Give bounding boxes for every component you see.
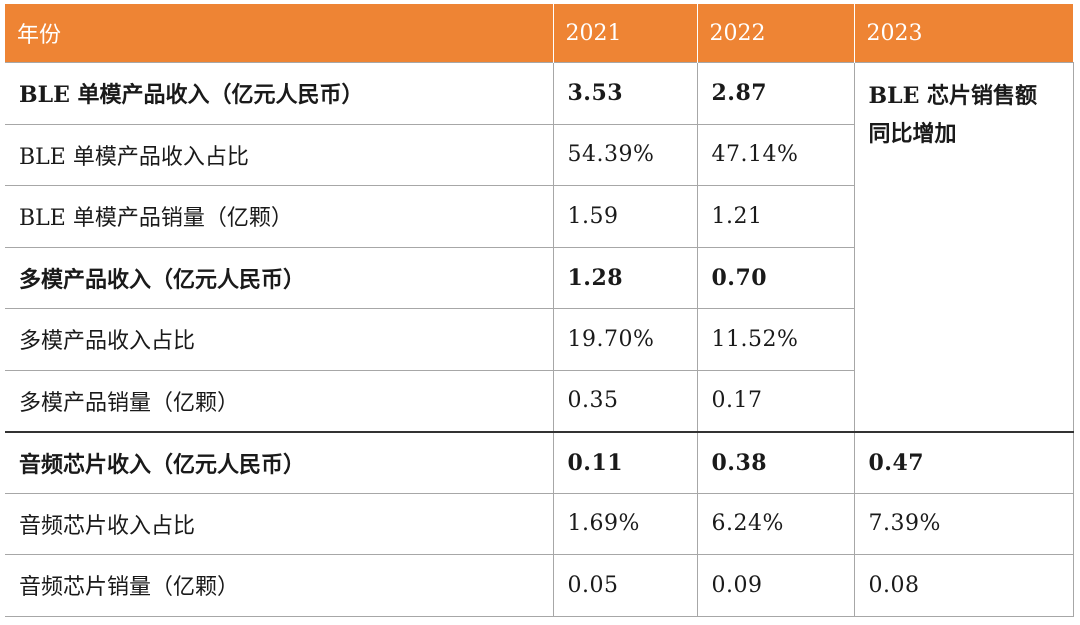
header-2021: 2021 [553,4,698,63]
value-2021: 54.39% [553,124,698,186]
value-2022: 0.38 [697,430,855,494]
value-2022: 1.21 [697,185,855,248]
row-label: 音频芯片收入占比 [5,493,554,555]
header-row: 年份 2021 2022 2023 [5,4,1073,63]
table-row: BLE 单模产品收入（亿元人民币） 3.53 2.87 BLE 芯片销售额同比增… [5,62,1074,432]
row-label: 音频芯片销量（亿颗） [5,554,554,617]
row-label: BLE 单模产品销量（亿颗） [5,185,554,248]
table-row: 音频芯片收入（亿元人民币） 0.11 0.38 0.47 [5,430,1074,494]
table-body: BLE 单模产品收入（亿元人民币） 3.53 2.87 BLE 芯片销售额同比增… [5,62,1074,617]
value-2021: 1.28 [553,247,698,309]
row-label: 多模产品收入（亿元人民币） [5,247,554,309]
value-2021: 0.35 [553,370,698,432]
table-header: 年份 2021 2022 2023 [5,4,1073,63]
header-year-label: 年份 [5,4,554,63]
value-2023: 0.08 [854,554,1074,617]
table-row: 音频芯片销量（亿颗） 0.05 0.09 0.08 [5,554,1074,617]
value-2021: 19.70% [553,308,698,371]
header-2023: 2023 [854,4,1073,63]
value-2022: 0.17 [697,370,855,432]
value-2021: 0.11 [553,430,698,494]
value-2022: 0.09 [697,554,855,617]
table-row: 音频芯片收入占比 1.69% 6.24% 7.39% [5,493,1074,555]
value-2022: 11.52% [697,308,855,371]
row-label: BLE 单模产品收入占比 [5,124,554,186]
value-2022: 0.70 [697,247,855,309]
value-2021: 0.05 [553,554,698,617]
row-label: 音频芯片收入（亿元人民币） [5,430,554,494]
data-table: 年份 2021 2022 2023 BLE 单模产品收入（亿元人民币） 3.53… [5,4,1074,617]
value-2021: 3.53 [553,62,698,125]
value-2021: 1.59 [553,185,698,248]
table-row: 多模产品销量（亿颗） 0.35 0.17 [5,370,1073,432]
header-2022: 2022 [697,4,855,63]
value-2023: 0.47 [854,430,1074,494]
row-label: 多模产品销量（亿颗） [5,370,554,432]
table-row: 多模产品收入（亿元人民币） 1.28 0.70 [5,247,1073,309]
table-row: BLE 单模产品销量（亿颗） 1.59 1.21 [5,185,1073,248]
table-row: 多模产品收入占比 19.70% 11.52% [5,308,1073,371]
value-2022: 2.87 [697,62,855,125]
row-label: BLE 单模产品收入（亿元人民币） [5,62,554,125]
value-2021: 1.69% [553,493,698,555]
value-2022: 6.24% [697,493,855,555]
row-label: 多模产品收入占比 [5,308,554,371]
value-2023: 7.39% [854,493,1074,555]
table-row: BLE 单模产品收入占比 54.39% 47.14% [5,124,1073,186]
merged-note-cell: BLE 芯片销售额同比增加 [854,62,1074,432]
value-2022: 47.14% [697,124,855,186]
